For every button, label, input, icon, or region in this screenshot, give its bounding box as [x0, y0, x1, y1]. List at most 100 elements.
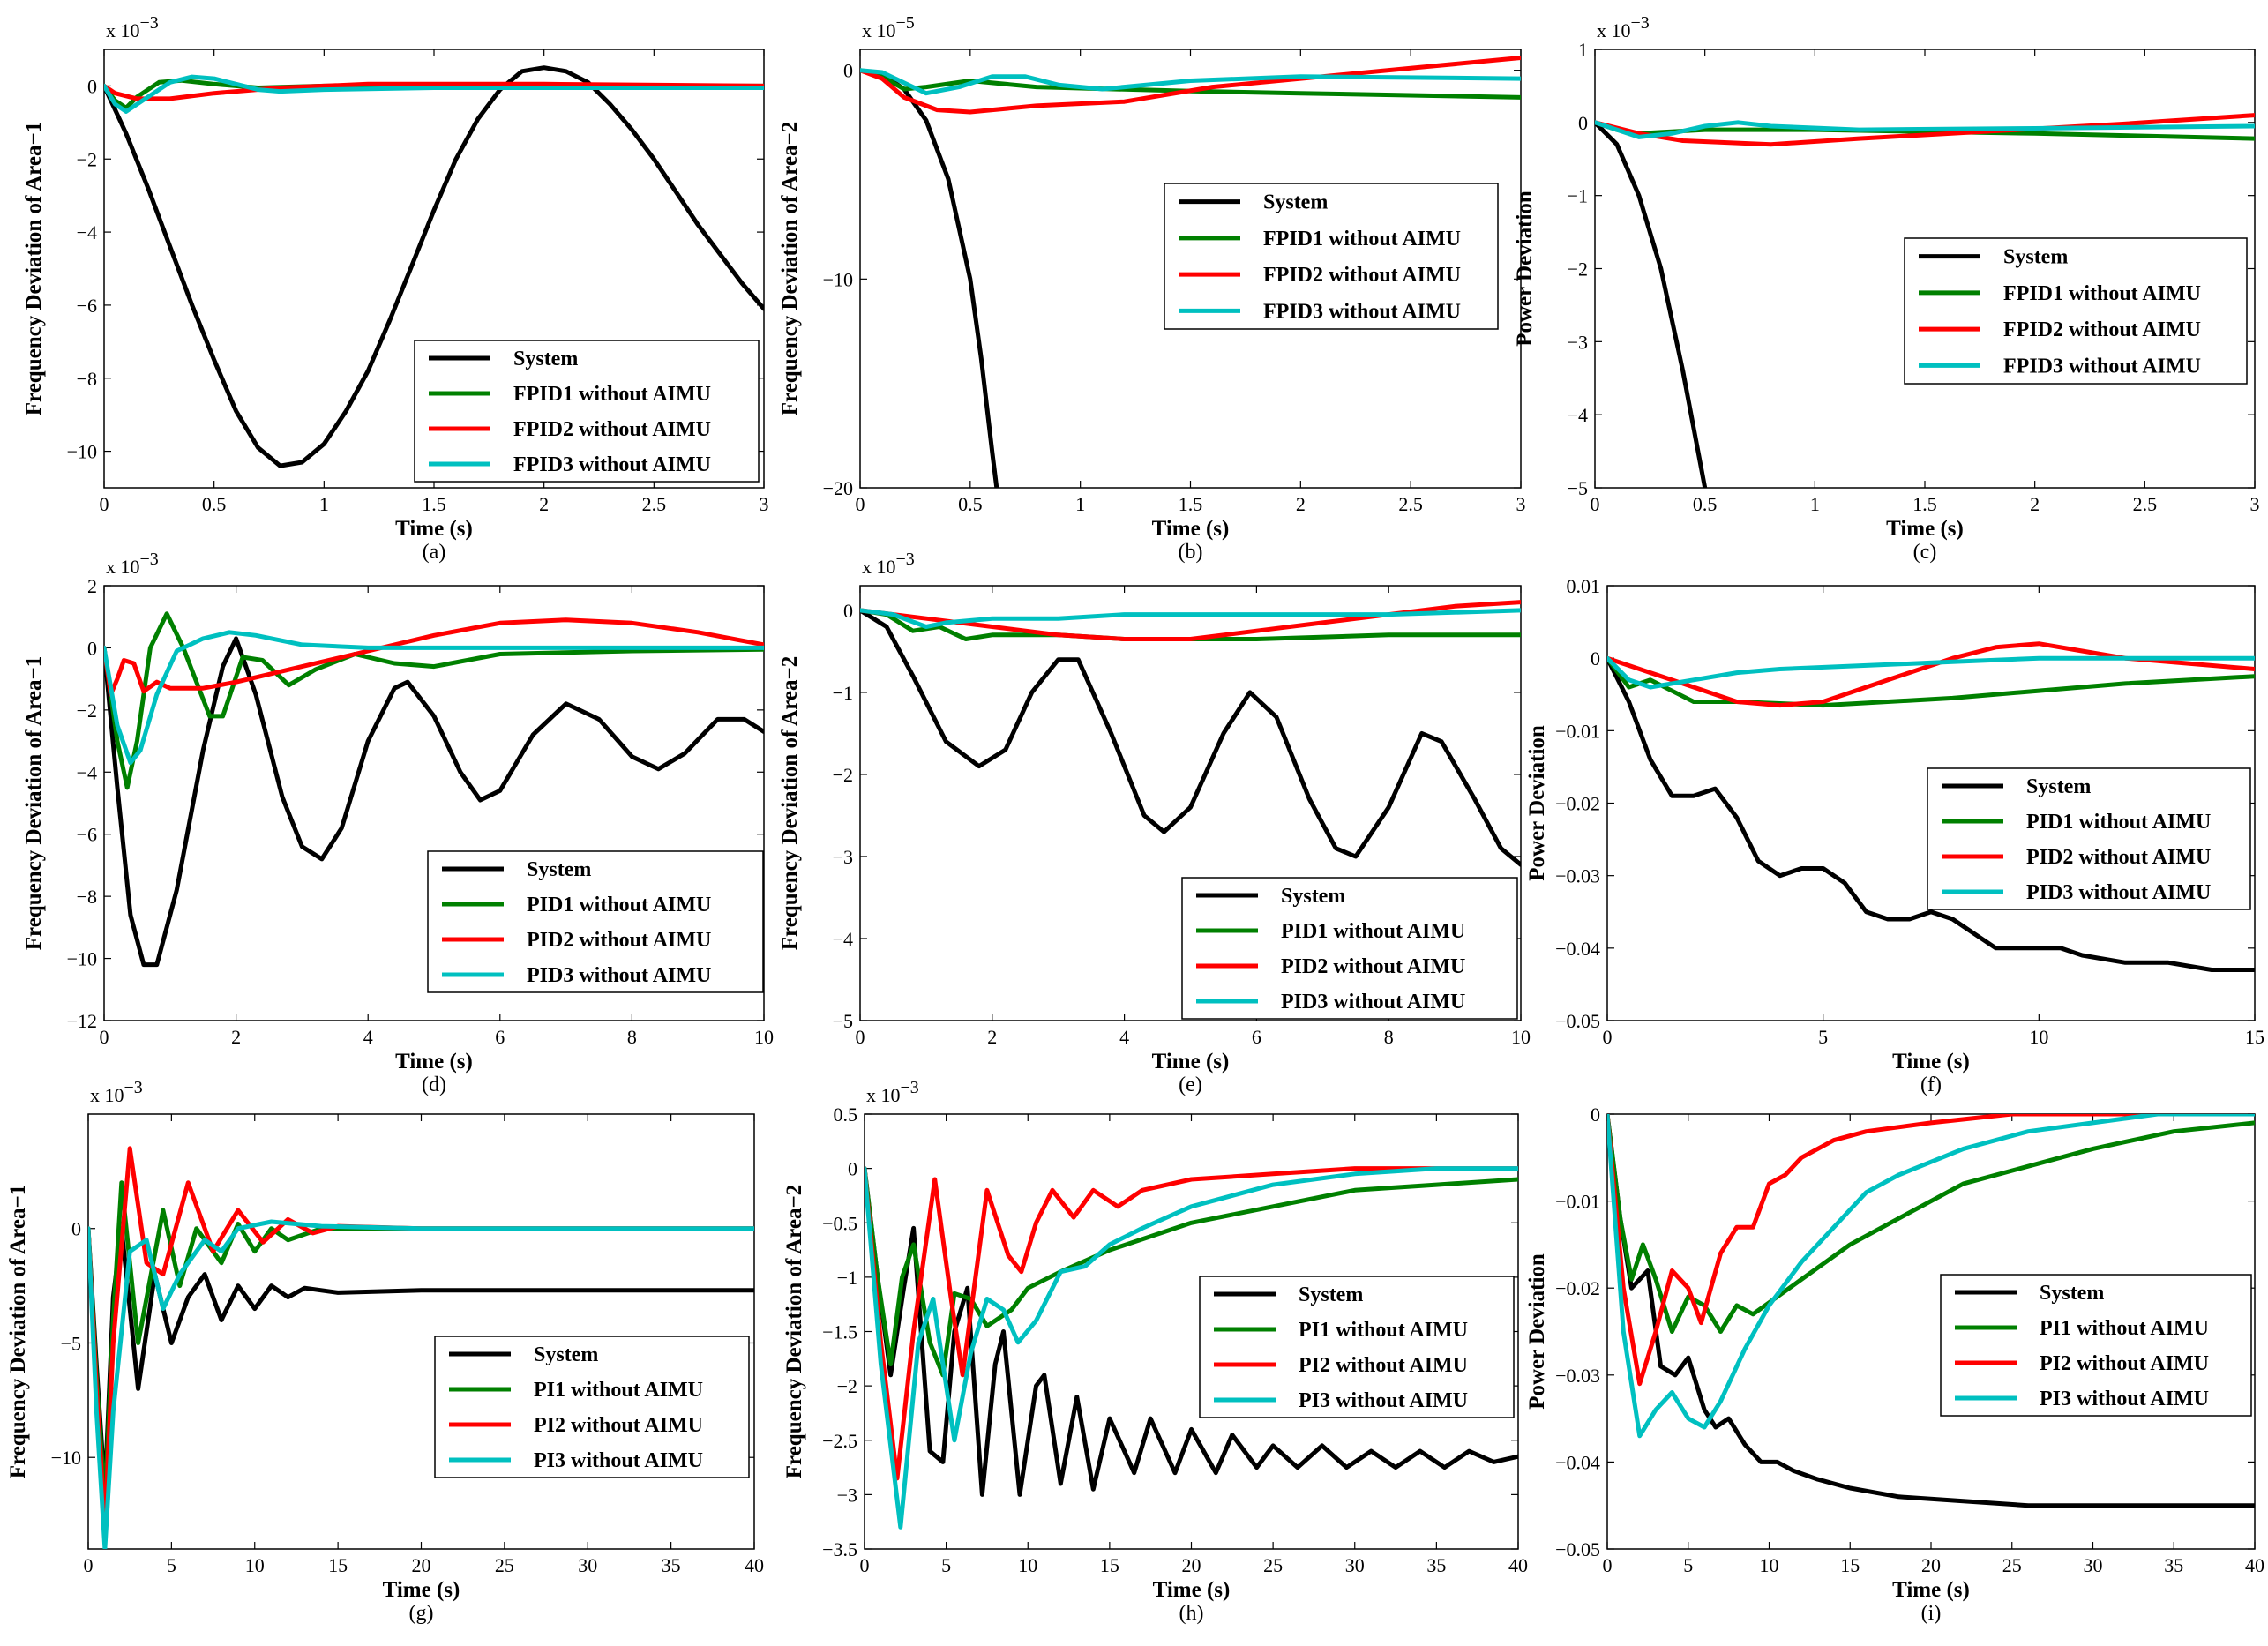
legend-label: PID3 without AIMU — [2026, 881, 2211, 904]
y-tick-label: 0 — [71, 1218, 81, 1240]
x-tick-label: 40 — [2245, 1554, 2264, 1576]
axis-exponent-label: x 10−3 — [866, 1078, 919, 1106]
series-line-system — [865, 1166, 1518, 1497]
chart-panel-a: 0 0.5 1 1.5 2 2.5 3 0 −2 −4 −6 −8 −10 x 10−3 Time (s) F… — [22, 13, 769, 564]
axis-exponent-label: x 10−3 — [90, 1078, 143, 1106]
x-tick-label: 10 — [1760, 1554, 1779, 1576]
x-tick-label: 8 — [1384, 1026, 1394, 1048]
y-tick-label: −0.05 — [1555, 1010, 1600, 1032]
legend-box — [1181, 877, 1518, 1020]
x-tick-label: 0 — [856, 1026, 865, 1048]
legend-label: PI3 without AIMU — [534, 1449, 703, 1472]
y-tick-label: −6 — [77, 824, 97, 846]
legend-label: PID1 without AIMU — [527, 894, 711, 917]
y-tick-label: −4 — [77, 221, 97, 243]
x-tick-label: 30 — [578, 1554, 597, 1576]
x-tick-label: 35 — [2164, 1554, 2183, 1576]
legend-label: System — [1263, 191, 1328, 214]
x-tick-label: 4 — [363, 1026, 373, 1048]
y-tick-label: 0.01 — [1567, 575, 1601, 597]
y-tick-label: −0.01 — [1555, 1191, 1600, 1213]
y-tick-label: −10 — [67, 441, 97, 463]
x-tick-label: 0 — [1603, 1554, 1613, 1576]
x-tick-label: 6 — [495, 1026, 505, 1048]
x-tick-label: 2 — [1296, 493, 1306, 515]
y-tick-label: 0 — [87, 637, 97, 659]
y-tick-label: 0 — [843, 600, 853, 622]
y-tick-label: −1.5 — [822, 1321, 857, 1343]
legend: System PI1 without AIMU PI2 without AIMU PI… — [434, 1336, 750, 1478]
panel-label: (h) — [1179, 1602, 1204, 1625]
x-tick-label: 30 — [1345, 1554, 1365, 1576]
legend-label: PI3 without AIMU — [2040, 1388, 2209, 1410]
chart-panel-d: 0 2 4 6 8 10 2 0 −2 −4 −6 −8 −10 −12 x 10−3 Time (s) Fre… — [22, 550, 774, 1096]
legend-label: System — [2040, 1282, 2104, 1305]
y-tick-label: −2 — [1568, 258, 1588, 281]
y-tick-label: 0 — [1591, 1104, 1600, 1126]
y-tick-label: −2 — [77, 148, 97, 170]
series-line-pid1-without-aimu — [860, 608, 1521, 641]
x-tick-label: 0 — [1603, 1026, 1613, 1048]
legend: System PID1 without AIMU PID2 without AIMU… — [427, 850, 764, 993]
y-tick-label: 0 — [843, 60, 853, 82]
legend: System FPID1 without AIMU FPID2 without AI… — [1164, 183, 1499, 330]
x-tick-label: 20 — [1921, 1554, 1941, 1576]
x-tick-label: 0 — [856, 493, 865, 515]
x-tick-label: 40 — [745, 1554, 764, 1576]
series-line-fpid2-without-aimu — [104, 81, 764, 101]
y-tick-label: 1 — [1578, 39, 1588, 61]
x-tick-label: 1.5 — [1179, 493, 1203, 515]
series-line-pi1-without-aimu — [865, 1166, 1518, 1378]
x-tick-label: 2.5 — [2133, 493, 2158, 515]
x-tick-label: 0.5 — [958, 493, 983, 515]
panel-label: (e) — [1179, 1074, 1202, 1096]
series-line-system — [104, 65, 764, 468]
x-axis-label: Time (s) — [395, 1050, 473, 1074]
legend: System FPID1 without AIMU FPID2 without AI… — [1904, 237, 2248, 385]
legend-label: FPID3 without AIMU — [2003, 355, 2201, 378]
x-tick-label: 6 — [1252, 1026, 1261, 1048]
legend-label: System — [2026, 775, 2091, 798]
x-tick-label: 1.5 — [1912, 493, 1937, 515]
legend-label: System — [2003, 246, 2068, 269]
x-tick-label: 1 — [1075, 493, 1085, 515]
x-axis-label: Time (s) — [1152, 1050, 1230, 1074]
y-axis-label: Frequency Deviation of Area−1 — [6, 1185, 30, 1478]
series-line-pi1-without-aimu — [1607, 1114, 2255, 1334]
y-tick-label: −5 — [61, 1332, 81, 1354]
series-line-system — [104, 636, 764, 968]
y-tick-label: −0.03 — [1555, 865, 1600, 887]
y-tick-label: −8 — [77, 886, 97, 908]
y-tick-label: −2.5 — [822, 1430, 857, 1452]
legend-box — [427, 850, 764, 993]
x-tick-label: 40 — [1508, 1554, 1528, 1576]
legend-label: PI2 without AIMU — [2040, 1352, 2209, 1375]
x-tick-label: 10 — [1511, 1026, 1531, 1048]
axis-exponent-label: x 10−3 — [106, 550, 159, 578]
legend-label: FPID2 without AIMU — [1263, 264, 1461, 287]
x-tick-label: 2 — [987, 1026, 997, 1048]
legend: System PI1 without AIMU PI2 without AIMU PI… — [1940, 1274, 2252, 1417]
x-tick-label: 8 — [627, 1026, 637, 1048]
legend-label: PID1 without AIMU — [1281, 920, 1465, 943]
legend-label: PID3 without AIMU — [527, 964, 711, 987]
legend-box — [1904, 237, 2248, 385]
y-tick-label: −5 — [1568, 477, 1588, 499]
x-tick-label: 35 — [662, 1554, 681, 1576]
legend-label: System — [513, 348, 578, 370]
x-tick-label: 3 — [1516, 493, 1526, 515]
legend-box — [1940, 1274, 2252, 1417]
y-tick-label: −2 — [837, 1375, 857, 1397]
x-tick-label: 30 — [2084, 1554, 2103, 1576]
x-tick-label: 25 — [2002, 1554, 2022, 1576]
legend: System PID1 without AIMU PID2 without AIMU… — [1181, 877, 1518, 1020]
axis-exponent-label: x 10−3 — [106, 13, 159, 41]
panel-label: (d) — [422, 1074, 446, 1096]
y-tick-label: −3 — [833, 846, 853, 868]
legend-label: PID2 without AIMU — [2026, 846, 2211, 869]
x-tick-label: 1.5 — [422, 493, 446, 515]
legend-label: FPID3 without AIMU — [1263, 300, 1461, 323]
x-tick-label: 1 — [319, 493, 329, 515]
chart-panel-h: 0 5 10 15 20 25 30 35 40 0.5 0 −0.5 −1 −1.5 −2 −2.5 −3 −3… — [782, 1078, 1528, 1625]
